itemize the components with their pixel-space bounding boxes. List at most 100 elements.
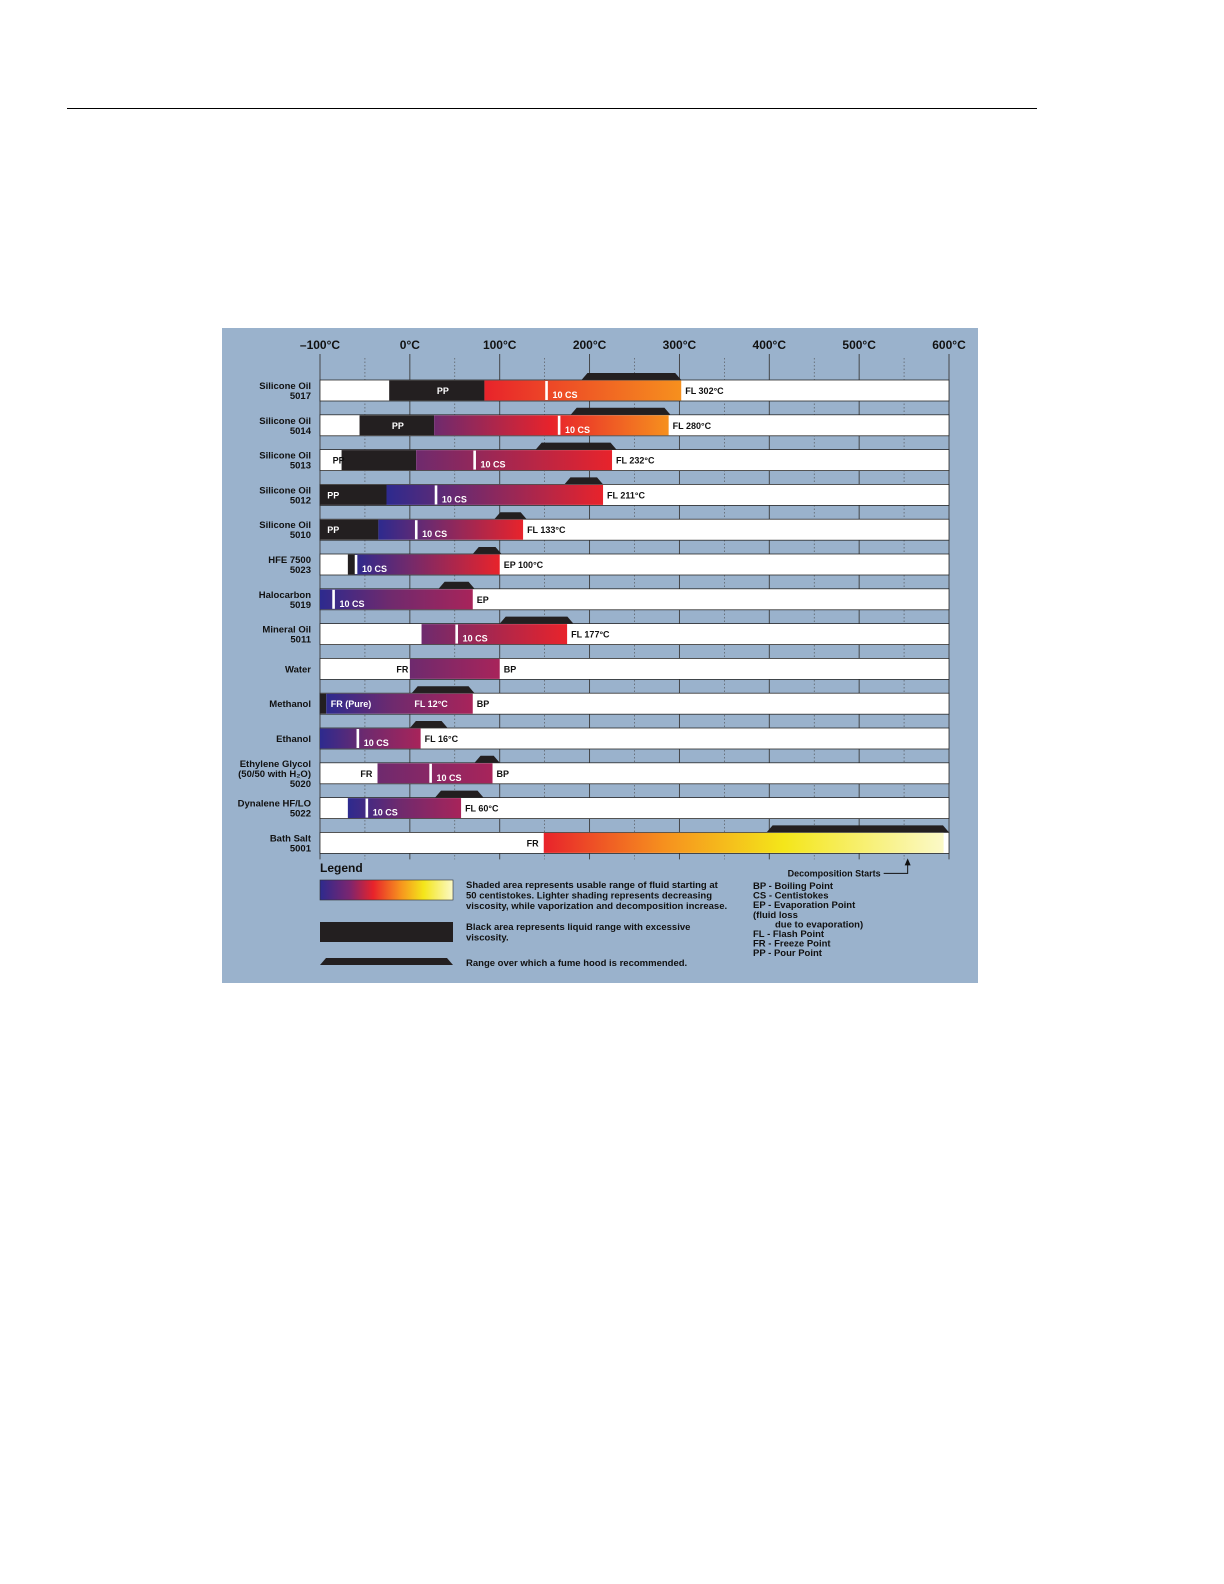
cs-marker [557, 415, 561, 435]
shaded-range-segment [386, 484, 604, 505]
shaded-range-segment [409, 658, 500, 679]
low-label: PP [327, 490, 339, 500]
shaded-range-segment [378, 519, 524, 540]
high-label: FL 60°C [465, 804, 499, 814]
fume-hood-range [535, 442, 617, 450]
low-label: FR [360, 769, 372, 779]
cs-label: 10 CS [463, 634, 488, 644]
cs-label: 10 CS [481, 460, 506, 470]
cs-label: 10 CS [339, 599, 364, 609]
chart-panel: –100°C 0°C 100°C 200°C 300°C 400°C 500°C 600°C S… [222, 328, 978, 983]
high-label: EP 100°C [504, 560, 544, 570]
annotation-arrow-head [904, 858, 911, 866]
fume-hood-range [435, 790, 484, 798]
row-label: 5012 [290, 495, 311, 506]
fume-hood-range [581, 373, 682, 380]
x-tick-label: 600°C [932, 338, 966, 352]
black-range-segment [389, 380, 485, 401]
row-label: Ethanol [276, 734, 311, 745]
low-label: FR [527, 838, 539, 848]
shaded-range-segment [326, 693, 473, 714]
row-label: 5001 [290, 843, 312, 854]
high-label: FL 232°C [616, 456, 655, 466]
black-range-segment [320, 484, 387, 505]
low-label: PP [392, 421, 404, 431]
black-range-segment [320, 519, 379, 540]
low-label: FR [396, 664, 408, 674]
cs-marker [332, 589, 335, 609]
row-label: Bath Salt [270, 833, 312, 844]
x-tick-label: 400°C [753, 338, 787, 352]
row-label: Silicone Oil [259, 381, 311, 392]
black-range-segment [347, 554, 356, 575]
row-label: 5010 [290, 530, 311, 541]
legend-text: viscosity. [466, 933, 509, 944]
legend-text: Shaded area represents usable range of f… [466, 880, 719, 891]
cs-marker [414, 520, 418, 540]
fume-hood-range [411, 686, 475, 694]
cs-label: 10 CS [364, 738, 389, 748]
high-label: BP [497, 769, 510, 779]
cs-label: 10 CS [362, 564, 387, 574]
cs-marker [455, 624, 458, 644]
row-label: Silicone Oil [259, 416, 311, 427]
shaded-range-segment [543, 832, 944, 853]
high-label: FL 133°C [527, 525, 566, 535]
row-label: 5023 [290, 565, 311, 576]
fume-hood-range [472, 547, 502, 554]
shaded-range-segment [347, 798, 462, 819]
legend-text: Black area represents liquid range with … [466, 922, 690, 933]
cs-label: 10 CS [565, 425, 590, 435]
row-label: 5011 [290, 635, 311, 646]
fume-hood-range [494, 512, 527, 520]
annotation-arrow-line [883, 861, 909, 874]
low-label: PP [327, 525, 339, 535]
high-label: FL 280°C [673, 421, 712, 431]
cs-marker [434, 485, 438, 505]
fume-hood-range [409, 721, 448, 728]
fume-hood-range [766, 825, 949, 833]
x-tick-label: –100°C [300, 338, 340, 352]
shaded-range-segment [320, 589, 473, 610]
bar-background [319, 797, 950, 820]
cs-marker [365, 798, 369, 818]
x-tick-label: 500°C [842, 338, 876, 352]
black-range-segment [341, 450, 417, 471]
row-label: Ethylene Glycol [240, 759, 311, 770]
legend-abbreviation: FR - Freeze Point [753, 939, 831, 950]
row-label: Dynalene HF/LO [238, 799, 311, 810]
legend-text: 50 centistokes. Lighter shading represen… [466, 891, 712, 902]
black-range-segment [320, 693, 327, 714]
legend-abbreviation: BP - Boiling Point [753, 881, 834, 892]
legend-abbreviation: FL - Flash Point [753, 929, 825, 940]
decomposition-annotation: Decomposition Starts [788, 868, 881, 878]
cs-label: 10 CS [552, 390, 577, 400]
low-label: PP [437, 386, 449, 396]
black-range-segment [359, 415, 435, 436]
fume-hood-range [564, 477, 604, 485]
row-label: HFE 7500 [268, 555, 311, 566]
cs-marker [473, 450, 476, 470]
row-label: Silicone Oil [259, 520, 311, 531]
row-label: Silicone Oil [259, 485, 311, 496]
x-tick-label: 300°C [663, 338, 697, 352]
legend-abbreviation: PP - Pour Point [753, 948, 823, 959]
cs-label: 10 CS [422, 529, 447, 539]
legend-text: viscosity, while vaporization and decomp… [466, 901, 727, 912]
row-label: Mineral Oil [262, 625, 311, 636]
low-label: PP [333, 456, 345, 466]
legend-abbreviation: (fluid loss [753, 910, 798, 921]
row-label: 5022 [290, 809, 311, 820]
legend-swatch-gradient [319, 879, 454, 901]
fume-hood-range [474, 755, 500, 763]
legend-abbreviation: EP - Evaporation Point [753, 900, 856, 911]
row-label: (50/50 with H₂O) [238, 769, 311, 780]
high-label: BP [504, 664, 517, 674]
shaded-range-segment [484, 380, 682, 401]
shaded-range-segment [320, 728, 421, 749]
shaded-range-segment [377, 763, 493, 784]
row-label: 5019 [290, 600, 311, 611]
cs-label: 10 CS [437, 773, 462, 783]
legend-abbreviation: CS - Centistokes [753, 891, 829, 902]
row-label: 5013 [290, 461, 311, 472]
